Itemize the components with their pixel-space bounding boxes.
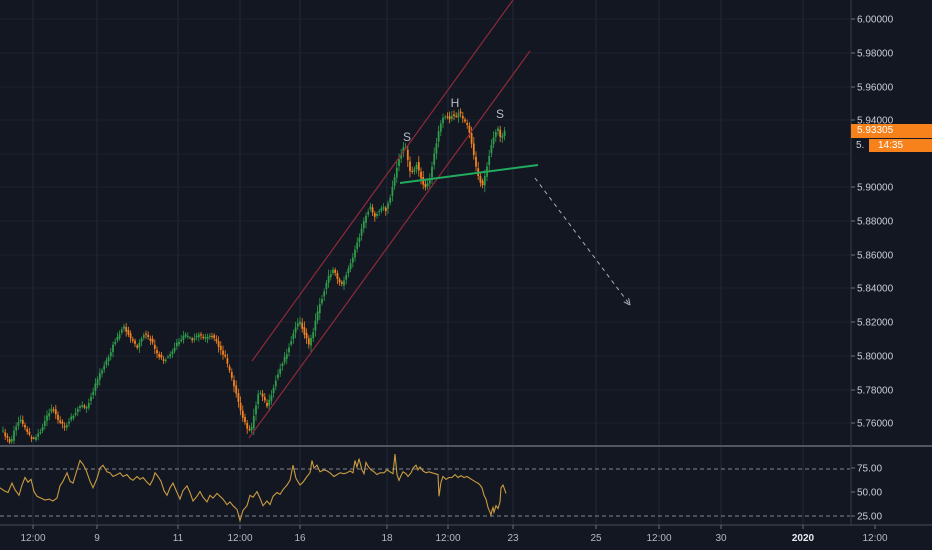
time-tick-label: 18 bbox=[381, 533, 393, 544]
drawings[interactable]: S H S bbox=[248, 0, 631, 439]
covered-price-label: 5. bbox=[856, 140, 865, 151]
time-axis[interactable]: 12:00 9 11 12:00 16 18 12:00 23 25 12:00 30 2020 12:… bbox=[20, 525, 888, 544]
grid bbox=[0, 0, 850, 525]
projection-arrow[interactable] bbox=[534, 177, 631, 306]
price-tick-label: 6.00000 bbox=[857, 15, 894, 26]
time-tick-label: 16 bbox=[294, 533, 306, 544]
price-tick-label: 5.98000 bbox=[857, 49, 894, 60]
price-tick-label: 5.90000 bbox=[857, 183, 894, 194]
arrow-head-icon bbox=[623, 301, 631, 306]
pattern-label-head[interactable]: H bbox=[451, 96, 460, 110]
price-axis-area[interactable] bbox=[851, 0, 932, 525]
price-tick-label: 5.88000 bbox=[857, 217, 894, 228]
time-tick-label: 2020 bbox=[792, 533, 815, 544]
time-tick-label: 9 bbox=[94, 533, 100, 544]
time-tick-label: 12:00 bbox=[646, 533, 671, 544]
price-tick-label: 5.96000 bbox=[857, 83, 894, 94]
pattern-label-right-shoulder[interactable]: S bbox=[496, 107, 504, 121]
price-tick-label: 5.84000 bbox=[857, 284, 894, 295]
oscillator-pane[interactable] bbox=[0, 453, 850, 523]
pattern-label-left-shoulder[interactable]: S bbox=[403, 130, 411, 144]
neckline-trendline[interactable] bbox=[399, 164, 539, 184]
price-tick-label: 5.86000 bbox=[857, 251, 894, 262]
channel-trendline[interactable] bbox=[251, 0, 514, 362]
arrow-head-icon bbox=[628, 298, 631, 306]
pane-separator[interactable] bbox=[0, 445, 932, 447]
time-tick-label: 25 bbox=[590, 533, 602, 544]
indicator-tick-label: 75.00 bbox=[857, 464, 882, 475]
indicator-tick-label: 50.00 bbox=[857, 488, 882, 499]
time-tick-label: 12:00 bbox=[862, 533, 887, 544]
price-tick-label: 5.76000 bbox=[857, 419, 894, 430]
channel-trendline[interactable] bbox=[248, 50, 531, 439]
price-tick-label: 5.82000 bbox=[857, 318, 894, 329]
time-tick-label: 30 bbox=[715, 533, 727, 544]
main-price-pane[interactable] bbox=[0, 0, 850, 445]
time-tick-label: 23 bbox=[507, 533, 519, 544]
time-tick-label: 11 bbox=[173, 533, 184, 544]
price-tick-label: 5.78000 bbox=[857, 386, 894, 397]
price-tick-label: 5.94000 bbox=[857, 116, 894, 127]
time-tick-label: 12:00 bbox=[20, 533, 45, 544]
indicator-tick-label: 25.00 bbox=[857, 512, 882, 523]
current-price-badge: 5.93305 bbox=[851, 124, 932, 138]
time-tick-label: 12:00 bbox=[435, 533, 460, 544]
price-axis[interactable]: 6.00000 5.98000 5.96000 5.94000 5.90000 5.880… bbox=[851, 15, 894, 523]
oscillator-line bbox=[0, 453, 507, 523]
price-tick-label: 5.80000 bbox=[857, 352, 894, 363]
bar-countdown-badge: 14:35 bbox=[869, 139, 932, 152]
indicator-pane-area[interactable] bbox=[0, 447, 850, 525]
time-tick-label: 12:00 bbox=[227, 533, 252, 544]
time-axis-area[interactable] bbox=[0, 526, 932, 550]
